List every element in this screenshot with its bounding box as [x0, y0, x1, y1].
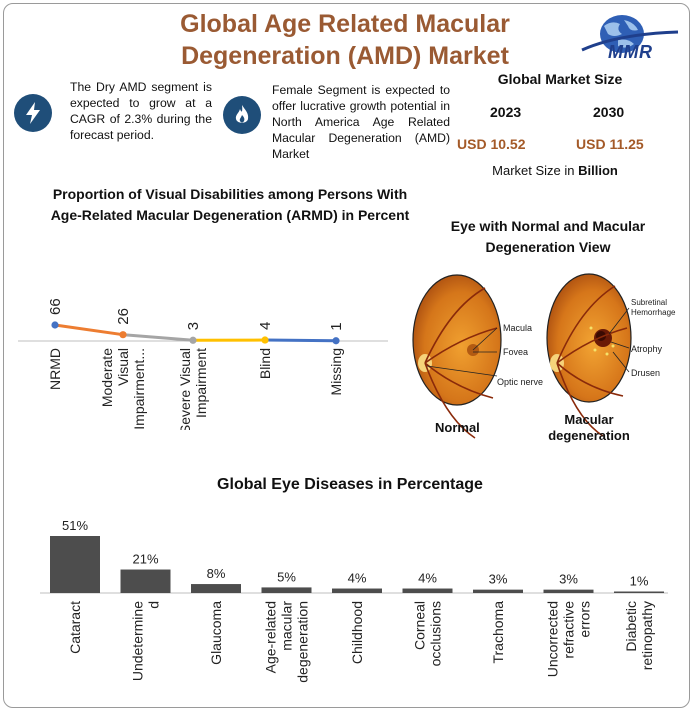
- line-category-label: Blind: [257, 348, 273, 379]
- eye-view-title-2: Degeneration View: [485, 239, 611, 255]
- bar-category-label: refractive: [561, 601, 577, 659]
- bar-category-label: Diabetic: [623, 601, 639, 652]
- highlight-dry-amd: The Dry AMD segment is expected to grow …: [70, 80, 212, 142]
- bar-data-label: 4%: [348, 571, 367, 586]
- hemorrhage-label: Hemorrhage: [631, 308, 676, 317]
- flame-icon: [223, 96, 261, 134]
- bar-category-label: retinopathy: [639, 601, 655, 670]
- bar-chart-title: Global Eye Diseases in Percentage: [217, 476, 483, 493]
- bar: [332, 588, 382, 593]
- line-point: [119, 331, 127, 339]
- bar: [120, 569, 171, 593]
- bar-category-label: Glaucoma: [208, 601, 224, 665]
- eye-view-title: Eye with Normal and Macular Degeneration…: [428, 216, 668, 258]
- line-category-label: Visual: [115, 348, 131, 386]
- bar-data-label: 1%: [630, 574, 649, 589]
- eye-view-title-1: Eye with Normal and Macular: [450, 218, 646, 234]
- line-category-label: Severe Visual: [177, 348, 193, 430]
- macular-caption-2: degeneration: [548, 428, 630, 443]
- title-line-1: Global Age Related Macular: [180, 10, 510, 38]
- highlight-female-segment: Female Segment is expected to offer lucr…: [272, 83, 450, 161]
- bar-category-label: macular: [279, 601, 295, 651]
- line-point: [51, 321, 59, 329]
- visual-disabilities-line-chart: 66 NRMD 26 Moderate Visual Impairment... 3 Seve…: [18, 298, 388, 430]
- bar-data-label: 4%: [418, 571, 437, 586]
- market-value-2030: USD 11.25: [576, 136, 644, 152]
- line-category-label: Missing: [328, 348, 344, 395]
- line-chart-title-2: Age-Related Macular Degeneration (ARMD) …: [50, 207, 410, 223]
- unit-bold: Billion: [578, 163, 618, 178]
- bar-data-label: 5%: [277, 569, 296, 584]
- line-point: [189, 336, 197, 344]
- logo-text: MMR: [608, 42, 653, 62]
- macular-degeneration-retina: [546, 273, 632, 437]
- year-2030: 2030: [593, 104, 625, 120]
- normal-retina: [412, 274, 502, 439]
- eye-diseases-bar-chart: 51% Cataract 21% Undetermine d 8% Glaucoma 5% Ag…: [40, 518, 668, 683]
- normal-caption: Normal: [435, 420, 480, 435]
- bar-category-label: occlusions: [428, 601, 444, 666]
- bar: [614, 591, 664, 593]
- bar-data-label: 21%: [132, 552, 158, 567]
- bar-category-label: d: [146, 601, 162, 609]
- bar-category-label: Corneal: [412, 601, 428, 650]
- line-data-label: 3: [185, 322, 202, 330]
- globe-logo-icon: [581, 15, 679, 53]
- atrophy-label: Atrophy: [631, 344, 663, 354]
- line-point: [332, 337, 340, 345]
- title-line-2: Degeneration (AMD) Market: [181, 42, 509, 70]
- bar: [543, 589, 594, 593]
- market-size-unit: Market Size in Billion: [470, 163, 640, 178]
- lightning-bolt-icon: [14, 94, 52, 132]
- bar-data-label: 8%: [207, 566, 226, 581]
- bar-category-label: Trachoma: [490, 601, 506, 664]
- line-category-label: NRMD: [47, 348, 63, 390]
- bar: [261, 587, 312, 593]
- fovea-label: Fovea: [503, 347, 528, 357]
- eye-illustrations: Macula Fovea Optic nerve Normal Subretin…: [412, 273, 676, 443]
- line-data-label: 66: [47, 298, 64, 315]
- line-segment: [263, 338, 338, 343]
- line-point: [261, 336, 269, 344]
- unit-prefix: Market Size in: [492, 163, 575, 178]
- bar-category-label: Cataract: [67, 601, 83, 654]
- page-title: Global Age Related Macular Degeneration …: [120, 8, 570, 72]
- macular-caption-1: Macular: [564, 412, 613, 427]
- bar-data-label: 3%: [559, 572, 578, 587]
- bar-category-label: degeneration: [295, 601, 311, 683]
- line-data-label: 26: [115, 308, 132, 325]
- bar: [473, 589, 523, 593]
- line-category-label: Impairment: [193, 348, 209, 418]
- bar-data-label: 51%: [62, 518, 88, 533]
- macula-label: Macula: [503, 323, 532, 333]
- bar-category-label: Childhood: [349, 601, 365, 664]
- market-size-title: Global Market Size: [497, 71, 623, 87]
- line-category-label: Moderate: [99, 348, 115, 407]
- line-category-label: Impairment...: [131, 348, 147, 430]
- drusen-label: Drusen: [631, 368, 660, 378]
- bar: [402, 588, 453, 593]
- year-2023: 2023: [490, 104, 522, 120]
- bar-category-label: Undetermine: [130, 601, 146, 681]
- bar: [50, 536, 100, 593]
- bar-category-label: errors: [577, 601, 593, 638]
- line-chart-title: Proportion of Visual Disabilities among …: [30, 184, 430, 226]
- bar-category-label: Uncorrected: [545, 601, 561, 677]
- subretinal-label: Subretinal: [631, 298, 667, 307]
- line-data-label: 1: [328, 322, 345, 330]
- line-data-label: 4: [257, 322, 274, 330]
- bar-data-label: 3%: [489, 572, 508, 587]
- optic-nerve-label: Optic nerve: [497, 377, 543, 387]
- line-segment: [53, 323, 125, 337]
- bar-category-label: Age-related: [263, 601, 279, 673]
- line-chart-title-1: Proportion of Visual Disabilities among …: [52, 186, 408, 202]
- line-segment: [121, 333, 195, 342]
- market-value-2023: USD 10.52: [457, 136, 526, 152]
- bar: [191, 584, 241, 593]
